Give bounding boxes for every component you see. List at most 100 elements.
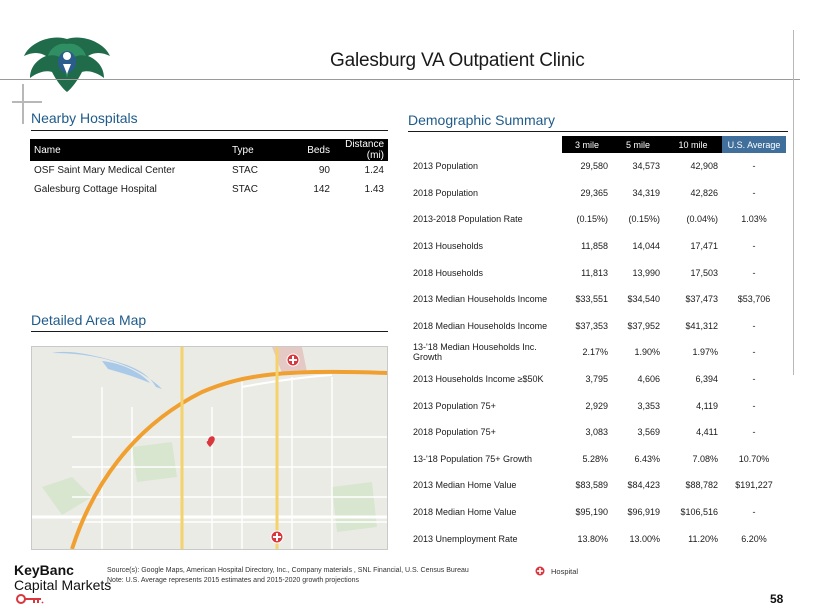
value-5-mile: 3,353 xyxy=(637,400,660,411)
detailed-map-rule xyxy=(31,331,388,332)
value-10-mile: 11.20% xyxy=(688,533,718,544)
table-row: 2013 Median Home Value $83,589 $84,423 $88,… xyxy=(408,472,786,499)
table-header-row: Name Type Beds Distance (mi) xyxy=(30,139,388,161)
value-us-average: 6.20% xyxy=(741,533,767,544)
hospital-legend-icon xyxy=(535,566,545,576)
table-row: 13-'18 Median Households Inc. Growth 2.17… xyxy=(408,339,786,366)
metric-label: 2013 Unemployment Rate xyxy=(413,533,518,544)
column-header-10-mile: 10 mile xyxy=(664,136,722,153)
value-us-average: $53,706 xyxy=(737,294,771,305)
value-3-mile: 2.17% xyxy=(582,347,608,358)
nearby-hospitals-table: Name Type Beds Distance (mi) OSF Saint M… xyxy=(30,139,388,199)
demographic-summary-table: 3 mile 5 mile 10 mile U.S. Average 2013 … xyxy=(408,136,786,552)
column-header-us-average: U.S. Average xyxy=(722,136,786,153)
table-row: 2018 Households 11,813 13,990 17,503 - xyxy=(408,259,786,286)
value-5-mile: 14,044 xyxy=(632,241,660,252)
hospital-beds: 142 xyxy=(313,184,330,195)
value-10-mile: 17,503 xyxy=(690,267,718,278)
value-3-mile: 29,580 xyxy=(580,161,608,172)
hospital-beds: 90 xyxy=(318,165,330,176)
column-header-type: Type xyxy=(228,139,286,161)
hospital-legend-label: Hospital xyxy=(551,567,579,576)
value-5-mile: $37,952 xyxy=(627,320,660,331)
value-us-average: - xyxy=(752,374,756,385)
value-10-mile: $88,782 xyxy=(685,480,718,491)
column-header-3-mile: 3 mile xyxy=(562,136,612,153)
right-divider xyxy=(793,30,794,375)
nearby-hospitals-rule xyxy=(31,130,388,131)
nearby-hospitals-title: Nearby Hospitals xyxy=(31,110,138,126)
table-row: 2013 Households Income ≥$50K 3,795 4,606 6,… xyxy=(408,366,786,393)
metric-label: 2013 Median Home Value xyxy=(413,480,517,491)
value-3-mile: $33,551 xyxy=(575,294,608,305)
metric-label: 13-'18 Population 75+ Growth xyxy=(413,453,533,464)
demographic-summary-title: Demographic Summary xyxy=(408,112,556,128)
table-row: 13-'18 Population 75+ Growth 5.28% 6.43% 7.… xyxy=(408,446,786,473)
value-5-mile: 1.90% xyxy=(634,347,660,358)
value-3-mile: $83,589 xyxy=(575,480,608,491)
corner-mark-vertical xyxy=(22,84,24,124)
value-10-mile: $106,516 xyxy=(680,507,718,518)
metric-label: 2013 Median Households Income xyxy=(413,294,548,305)
value-3-mile: 3,083 xyxy=(585,427,608,438)
value-10-mile: 42,908 xyxy=(690,161,718,172)
column-header-name: Name xyxy=(30,139,228,161)
value-us-average: - xyxy=(752,187,756,198)
value-3-mile: 29,365 xyxy=(580,187,608,198)
corner-mark-horizontal xyxy=(12,101,42,103)
value-10-mile: 4,119 xyxy=(696,400,718,411)
value-10-mile: 42,826 xyxy=(690,187,718,198)
column-header-5-mile: 5 mile xyxy=(612,136,664,153)
map-image-icon xyxy=(32,347,387,549)
value-us-average: - xyxy=(752,320,756,331)
value-us-average: - xyxy=(752,267,756,278)
value-3-mile: $95,190 xyxy=(575,507,608,518)
hospital-marker-icon[interactable] xyxy=(270,530,284,544)
metric-label: 13-'18 Median Households Inc. Growth xyxy=(413,342,537,363)
value-10-mile: 17,471 xyxy=(690,241,718,252)
table-row: 2013-2018 Population Rate (0.15%) (0.15%) (… xyxy=(408,206,786,233)
metric-label: 2018 Median Households Income xyxy=(413,320,548,331)
hospital-marker-icon[interactable] xyxy=(286,353,300,367)
value-us-average: - xyxy=(752,241,756,252)
metric-label: 2013 Households Income ≥$50K xyxy=(413,374,544,385)
area-map[interactable] xyxy=(31,346,388,550)
footnote-source: Source(s): Google Maps, American Hospita… xyxy=(107,567,469,574)
value-3-mile: 2,929 xyxy=(585,400,608,411)
value-5-mile: 13.00% xyxy=(629,533,660,544)
value-us-average: - xyxy=(752,507,756,518)
value-3-mile: 11,813 xyxy=(581,267,608,278)
title-divider xyxy=(0,79,800,80)
value-10-mile: 6,394 xyxy=(695,374,718,385)
hospital-distance: 1.24 xyxy=(364,165,384,176)
value-3-mile: 13.80% xyxy=(577,533,608,544)
table-row: 2013 Population 29,580 34,573 42,908 - xyxy=(408,153,786,180)
value-us-average: - xyxy=(752,427,756,438)
value-5-mile: (0.15%) xyxy=(628,214,660,225)
table-row: 2018 Median Home Value $95,190 $96,919 $106… xyxy=(408,499,786,526)
demographic-summary-rule xyxy=(408,131,788,132)
hospital-name: OSF Saint Mary Medical Center xyxy=(34,165,176,176)
table-row: 2013 Unemployment Rate 13.80% 13.00% 11.20%… xyxy=(408,525,786,552)
key-logo-icon xyxy=(16,594,44,604)
value-3-mile: $37,353 xyxy=(575,320,608,331)
hospital-name: Galesburg Cottage Hospital xyxy=(34,184,157,195)
metric-label: 2013 Households xyxy=(413,241,484,252)
eagle-logo-icon xyxy=(24,37,110,92)
value-us-average: - xyxy=(752,400,756,411)
footnote-note: Note: U.S. Average represents 2015 estim… xyxy=(107,577,360,584)
value-5-mile: 4,606 xyxy=(637,374,660,385)
column-header-beds: Beds xyxy=(286,139,334,161)
brand-subtitle: Capital Markets xyxy=(14,577,112,593)
table-header-row: 3 mile 5 mile 10 mile U.S. Average xyxy=(408,136,786,153)
value-5-mile: 13,990 xyxy=(632,267,660,278)
metric-label: 2018 Median Home Value xyxy=(413,507,517,518)
table-row: 2013 Households 11,858 14,044 17,471 - xyxy=(408,233,786,260)
value-5-mile: 34,319 xyxy=(632,187,660,198)
metric-label: 2018 Households xyxy=(413,267,484,278)
value-us-average: 10.70% xyxy=(738,453,770,464)
value-10-mile: 4,411 xyxy=(696,427,718,438)
value-10-mile: $41,312 xyxy=(685,320,718,331)
value-us-average: - xyxy=(752,347,756,358)
value-10-mile: $37,473 xyxy=(685,294,718,305)
